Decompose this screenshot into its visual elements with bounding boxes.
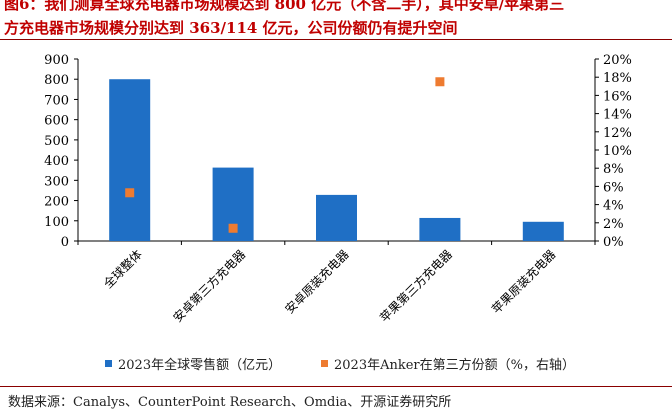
- right-tick-label: 16%: [603, 89, 632, 104]
- left-tick-label: 400: [44, 154, 69, 169]
- legend-marker-swatch: [321, 360, 328, 367]
- chart-area: 0 100 200 300 400 500 600 700 800 900 0% 2% 4% 6% 8% 10…: [44, 53, 632, 325]
- left-tick-label: 900: [44, 53, 69, 68]
- left-tick-label: 300: [44, 174, 69, 189]
- bar: [522, 221, 564, 241]
- left-tick-label: 800: [44, 73, 69, 88]
- right-tick-label: 4%: [603, 199, 624, 214]
- left-tick-label: 100: [44, 215, 69, 230]
- right-tick-label: 0%: [603, 235, 624, 250]
- right-tick-label: 10%: [603, 144, 632, 159]
- share-marker: [435, 77, 445, 87]
- legend-item-bar: 2023年全球零售额（亿元）: [105, 354, 281, 373]
- bar: [109, 79, 151, 241]
- x-category-label: 安卓第三方充电器: [170, 247, 248, 325]
- legend-bar-label: 2023年全球零售额（亿元）: [118, 358, 282, 373]
- right-tick-label: 20%: [603, 53, 632, 68]
- source-note: 数据来源：Canalys、CounterPoint Research、Omdia…: [8, 395, 452, 410]
- figure-title-line-2: 方充电器市场规模分别达到 363/114 亿元，公司份额仍有提升空间: [4, 19, 458, 37]
- figure-title-line-1: 图6：我们测算全球充电器市场规模达到 800 亿元（不含二手），其中安卓/苹果第…: [4, 0, 565, 13]
- right-tick-label: 6%: [603, 180, 624, 195]
- source-divider: [0, 386, 672, 387]
- x-category-label: 安卓原装充电器: [282, 247, 352, 317]
- right-tick-label: 14%: [603, 108, 632, 123]
- right-tick-label: 18%: [603, 71, 632, 86]
- left-tick-label: 200: [44, 195, 69, 210]
- share-marker: [228, 223, 238, 233]
- left-tick-label: 500: [44, 134, 69, 149]
- legend-item-marker: 2023年Anker在第三方份额（%，右轴）: [321, 354, 575, 373]
- figure-title: 图6：我们测算全球充电器市场规模达到 800 亿元（不含二手），其中安卓/苹果第…: [4, 0, 668, 40]
- legend-marker-label: 2023年Anker在第三方份额（%，右轴）: [334, 358, 575, 373]
- right-tick-label: 8%: [603, 162, 624, 177]
- title-divider: [0, 39, 672, 40]
- legend-bar-swatch: [105, 360, 112, 367]
- share-marker: [125, 188, 135, 198]
- bar: [419, 217, 461, 241]
- right-tick-label: 12%: [603, 126, 632, 141]
- x-category-label: 苹果原装充电器: [488, 247, 558, 317]
- x-category-label: 全球整体: [100, 247, 145, 292]
- x-category-label: 苹果第三方充电器: [377, 247, 455, 325]
- left-tick-label: 600: [44, 114, 69, 129]
- bar: [316, 194, 357, 241]
- right-tick-label: 2%: [603, 217, 624, 232]
- left-tick-label: 0: [61, 235, 69, 250]
- left-tick-label: 700: [44, 93, 69, 108]
